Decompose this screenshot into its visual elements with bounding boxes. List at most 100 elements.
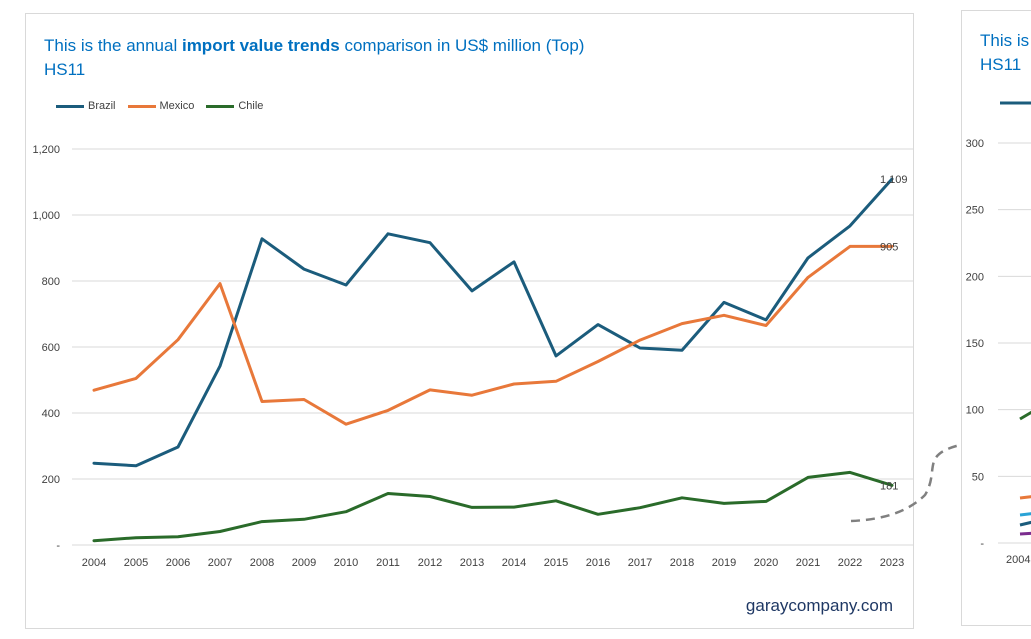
data-point-mexico: [512, 382, 516, 386]
y-tick-label: 1,000: [32, 210, 60, 222]
side-chart-plot: 300 250 200 150 100 50 - 2004: [966, 101, 1031, 566]
data-point-chile: [386, 492, 390, 495]
side-y-tick-label: 50: [972, 471, 984, 483]
data-point-mexico: [428, 388, 432, 392]
side-series-line: [1019, 512, 1031, 517]
data-point-brazil: [596, 323, 600, 326]
side-chart-panel: This is HS11 300 250 200 150 100 50 - 2004: [961, 10, 1031, 626]
side-series-line: [1019, 410, 1031, 421]
data-point-brazil: [302, 267, 306, 271]
data-point-mexico: [302, 398, 306, 401]
data-point-chile: [134, 536, 138, 539]
data-point-brazil: [512, 260, 516, 264]
data-point-chile: [218, 530, 222, 533]
side-y-tick-label: 250: [966, 205, 984, 217]
side-y-tick-label: 150: [966, 338, 984, 350]
main-chart-plot: - 200 400 600 800 1,000 1,200 2004 2005 2006 2007 2…: [32, 144, 913, 569]
side-y-tick-label: 300: [966, 138, 984, 150]
data-point-chile: [554, 499, 558, 502]
data-point-chile: [92, 539, 96, 542]
side-y-tick-label: 100: [966, 405, 984, 417]
side-y-tick-label: -: [980, 538, 984, 550]
data-point-brazil: [680, 349, 684, 352]
legend-swatch-mexico: [127, 104, 156, 108]
x-tick-label: 2011: [376, 557, 400, 569]
x-tick-label: 2005: [124, 557, 148, 569]
data-point-chile: [596, 513, 600, 516]
y-tick-label: 200: [42, 474, 60, 486]
data-point-mexico: [92, 389, 96, 392]
chart-title-prefix: This is the annual: [44, 36, 182, 55]
chart-legend: Brazil Mexico Chile: [56, 100, 275, 112]
side-series-line: [1019, 520, 1031, 527]
data-point-mexico: [344, 423, 348, 426]
x-tick-label: 2015: [544, 557, 568, 569]
x-tick-label: 2021: [796, 557, 820, 569]
data-point-mexico: [176, 338, 180, 341]
legend-item-mexico: Mexico: [127, 100, 195, 112]
data-point-chile: [470, 506, 474, 509]
series-line-chile: [92, 470, 894, 543]
data-point-brazil: [386, 232, 390, 236]
y-tick-label: 600: [42, 342, 60, 354]
data-point-brazil: [176, 445, 180, 449]
data-point-brazil: [218, 364, 222, 368]
x-tick-label: 2023: [880, 557, 904, 569]
x-tick-label: 2017: [628, 557, 652, 569]
data-label-brazil: 1,109: [880, 174, 908, 186]
legend-item-chile: Chile: [206, 100, 263, 112]
legend-swatch-chile: [206, 104, 235, 108]
brand-watermark: garaycompany.com: [745, 596, 893, 615]
x-tick-label: 2009: [292, 557, 316, 569]
data-point-brazil: [806, 256, 810, 260]
data-point-brazil: [848, 224, 852, 228]
data-point-mexico: [722, 314, 726, 317]
x-tick-label: 2007: [208, 557, 232, 569]
side-y-tick-label: 200: [966, 271, 984, 283]
x-tick-label: 2010: [334, 557, 358, 569]
legend-item-brazil: Brazil: [56, 100, 116, 112]
data-point-mexico: [596, 360, 600, 363]
data-point-chile: [344, 510, 348, 513]
data-point-mexico: [680, 322, 684, 325]
data-point-chile: [680, 496, 684, 500]
side-series-line: [1019, 495, 1031, 500]
side-chart-title-prefix: This is: [980, 31, 1030, 50]
data-point-brazil: [92, 461, 96, 465]
data-point-brazil: [470, 289, 474, 293]
chart-title-line2: HS11: [44, 60, 86, 79]
side-chart-title: This is HS11: [980, 29, 1029, 77]
side-chart-title-line2: HS11: [980, 55, 1022, 74]
data-point-mexico: [806, 276, 810, 279]
data-point-chile: [512, 505, 516, 509]
x-tick-label: 2006: [166, 557, 190, 569]
legend-label-brazil: Brazil: [88, 100, 116, 112]
data-point-brazil: [890, 177, 894, 181]
data-point-mexico: [848, 245, 852, 248]
data-point-chile: [176, 535, 180, 538]
x-tick-label: 2019: [712, 557, 736, 569]
data-point-mexico: [134, 377, 138, 380]
data-point-chile: [722, 502, 726, 505]
x-tick-label: 2020: [754, 557, 778, 569]
data-point-brazil: [554, 354, 558, 358]
data-point-brazil: [638, 346, 642, 350]
series-line-mexico: [92, 244, 894, 426]
y-tick-label: 800: [42, 276, 60, 288]
y-tick-label: -: [56, 540, 60, 552]
x-tick-label: 2014: [502, 557, 526, 569]
legend-swatch-brazil: [56, 104, 84, 108]
data-point-chile: [638, 506, 642, 509]
data-point-chile: [848, 471, 852, 474]
legend-label-mexico: Mexico: [159, 100, 195, 112]
y-tick-label: 1,200: [32, 144, 60, 156]
data-point-mexico: [554, 380, 558, 383]
chart-title-bold: import value trends: [181, 36, 340, 55]
x-tick-label: 2016: [586, 557, 610, 569]
data-point-mexico: [764, 324, 768, 327]
data-point-chile: [302, 518, 306, 521]
chart-title: This is the annual import value trends c…: [44, 34, 584, 82]
data-point-brazil: [764, 318, 768, 322]
chart-title-suffix: comparison in US$ million (Top): [339, 36, 585, 55]
x-tick-label: 2018: [670, 557, 694, 569]
